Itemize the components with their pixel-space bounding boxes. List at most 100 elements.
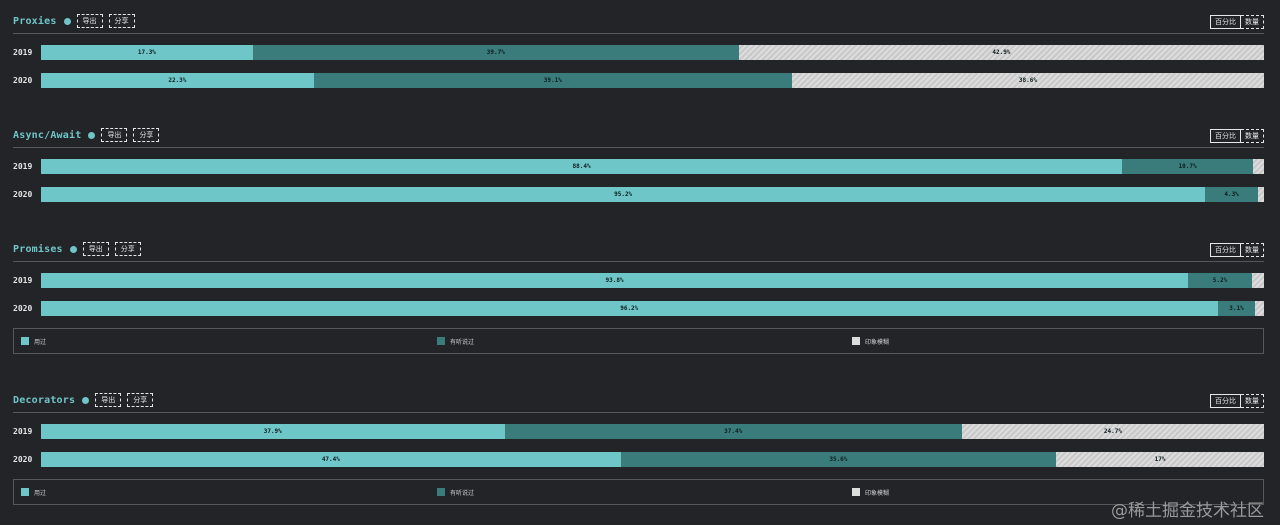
stacked-bar: 22.3% 39.1% 38.6% bbox=[41, 73, 1264, 88]
legend-swatch bbox=[437, 337, 445, 345]
section-divider bbox=[13, 147, 1264, 148]
stacked-bar: 96.2% 3.1% bbox=[41, 301, 1264, 316]
chart-section: Async/Await 导出 分享 百分比 数量 2019 88.4% 10.7%… bbox=[13, 124, 1264, 202]
chart-legend: 用过 有听说过 印象模糊 bbox=[13, 479, 1264, 505]
chart-row: 2019 93.8% 5.2% bbox=[13, 273, 1264, 288]
data-label: 5.2% bbox=[1212, 277, 1228, 284]
info-dot-icon[interactable] bbox=[63, 17, 71, 25]
legend-swatch bbox=[21, 488, 29, 496]
chart-header: Decorators 导出 分享 百分比 数量 bbox=[13, 389, 1264, 411]
year-label: 2020 bbox=[13, 76, 33, 85]
chart-row: 2019 37.9% 37.4% 24.7% bbox=[13, 424, 1264, 439]
stacked-bar: 88.4% 10.7% bbox=[41, 159, 1264, 174]
export-button[interactable]: 导出 bbox=[101, 128, 128, 142]
export-button[interactable]: 导出 bbox=[76, 14, 103, 28]
percent-toggle-button[interactable]: 百分比 bbox=[1210, 129, 1241, 143]
view-toggle: 百分比 数量 bbox=[1210, 15, 1264, 29]
stacked-bar: 17.3% 39.7% 42.9% bbox=[41, 45, 1264, 60]
data-label: 17% bbox=[1154, 456, 1166, 463]
view-toggle: 百分比 数量 bbox=[1210, 394, 1264, 408]
data-label: 96.2% bbox=[620, 305, 639, 312]
chart-row: 2020 96.2% 3.1% bbox=[13, 301, 1264, 316]
year-label: 2019 bbox=[13, 162, 33, 171]
chart-row: 2019 88.4% 10.7% bbox=[13, 159, 1264, 174]
chart-header: Async/Await 导出 分享 百分比 数量 bbox=[13, 124, 1264, 146]
share-button[interactable]: 分享 bbox=[127, 393, 154, 407]
chart-header: Proxies 导出 分享 百分比 数量 bbox=[13, 10, 1264, 32]
chart-title: Async/Await bbox=[13, 129, 82, 141]
count-toggle-button[interactable]: 数量 bbox=[1241, 394, 1264, 408]
stacked-bar: 93.8% 5.2% bbox=[41, 273, 1264, 288]
bar-segment: 95.2% bbox=[41, 187, 1206, 202]
info-dot-icon[interactable] bbox=[69, 245, 77, 253]
stacked-bar: 37.9% 37.4% 24.7% bbox=[41, 424, 1264, 439]
chart-row: 2020 47.4% 35.6% 17% bbox=[13, 452, 1264, 467]
view-toggle: 百分比 数量 bbox=[1210, 243, 1264, 257]
count-toggle-button[interactable]: 数量 bbox=[1241, 129, 1264, 143]
data-label: 37.4% bbox=[724, 428, 743, 435]
legend-label: 有听说过 bbox=[450, 338, 475, 346]
legend-item: 印象模糊 bbox=[852, 488, 889, 497]
bar-segment: 10.7% bbox=[1122, 159, 1253, 174]
info-dot-icon[interactable] bbox=[88, 131, 96, 139]
legend-item: 有听说过 bbox=[437, 337, 474, 346]
year-label: 2020 bbox=[13, 455, 33, 464]
legend-swatch bbox=[852, 337, 860, 345]
year-label: 2019 bbox=[13, 48, 33, 57]
bar-segment: 39.7% bbox=[252, 45, 739, 60]
bar-segment bbox=[1257, 187, 1264, 202]
share-button[interactable]: 分享 bbox=[114, 242, 141, 256]
percent-toggle-button[interactable]: 百分比 bbox=[1210, 15, 1241, 29]
legend-swatch bbox=[437, 488, 445, 496]
view-toggle: 百分比 数量 bbox=[1210, 129, 1264, 143]
bar-segment bbox=[1255, 301, 1264, 316]
data-label: 93.8% bbox=[605, 277, 624, 284]
chart-section: Promises 导出 分享 百分比 数量 2019 93.8% 5.2% 202… bbox=[13, 238, 1264, 354]
chart-row: 2020 22.3% 39.1% 38.6% bbox=[13, 73, 1264, 88]
chart-row: 2020 95.2% 4.3% bbox=[13, 187, 1264, 202]
data-label: 10.7% bbox=[1178, 163, 1197, 170]
legend-label: 用过 bbox=[34, 338, 47, 346]
bar-segment: 17.3% bbox=[41, 45, 253, 60]
chart-title: Proxies bbox=[13, 15, 57, 27]
legend-item: 有听说过 bbox=[437, 488, 474, 497]
data-label: 37.9% bbox=[263, 428, 282, 435]
watermark: @稀土掘金技术社区 bbox=[1111, 501, 1264, 521]
year-label: 2020 bbox=[13, 190, 33, 199]
year-label: 2020 bbox=[13, 304, 33, 313]
bar-segment: 4.3% bbox=[1205, 187, 1258, 202]
legend-swatch bbox=[21, 337, 29, 345]
year-label: 2019 bbox=[13, 427, 33, 436]
chart-header: Promises 导出 分享 百分比 数量 bbox=[13, 238, 1264, 260]
data-label: 22.3% bbox=[168, 77, 187, 84]
bar-segment bbox=[1251, 273, 1264, 288]
bar-segment: 47.4% bbox=[41, 452, 621, 467]
percent-toggle-button[interactable]: 百分比 bbox=[1210, 394, 1241, 408]
percent-toggle-button[interactable]: 百分比 bbox=[1210, 243, 1241, 257]
bar-segment: 17% bbox=[1056, 452, 1264, 467]
info-dot-icon[interactable] bbox=[82, 396, 90, 404]
bar-segment: 88.4% bbox=[41, 159, 1123, 174]
data-label: 24.7% bbox=[1103, 428, 1122, 435]
share-button[interactable]: 分享 bbox=[108, 14, 135, 28]
data-label: 35.6% bbox=[829, 456, 848, 463]
count-toggle-button[interactable]: 数量 bbox=[1241, 15, 1264, 29]
count-toggle-button[interactable]: 数量 bbox=[1241, 243, 1264, 257]
year-label: 2019 bbox=[13, 276, 33, 285]
data-label: 47.4% bbox=[321, 456, 340, 463]
data-label: 38.6% bbox=[1018, 77, 1037, 84]
chart-title: Promises bbox=[13, 243, 63, 255]
share-button[interactable]: 分享 bbox=[133, 128, 160, 142]
export-button[interactable]: 导出 bbox=[82, 242, 109, 256]
export-button[interactable]: 导出 bbox=[95, 393, 122, 407]
bar-segment: 3.1% bbox=[1217, 301, 1256, 316]
chart-section: Decorators 导出 分享 百分比 数量 2019 37.9% 37.4% 2… bbox=[13, 389, 1264, 505]
bar-segment: 42.9% bbox=[738, 45, 1264, 60]
bar-segment: 35.6% bbox=[620, 452, 1057, 467]
data-label: 95.2% bbox=[614, 191, 633, 198]
bar-segment: 24.7% bbox=[961, 424, 1264, 439]
legend-label: 用过 bbox=[34, 489, 47, 497]
data-label: 42.9% bbox=[992, 49, 1011, 56]
bar-segment: 96.2% bbox=[41, 301, 1218, 316]
bar-segment: 38.6% bbox=[791, 73, 1264, 88]
